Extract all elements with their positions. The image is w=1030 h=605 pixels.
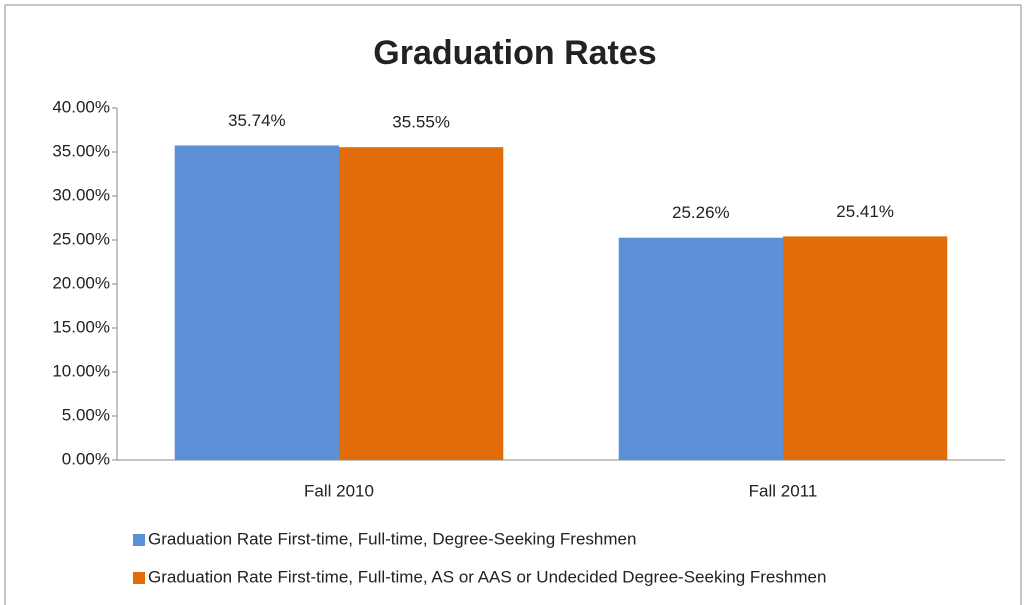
y-tick-label: 40.00% — [52, 97, 110, 116]
legend-label: Graduation Rate First-time, Full-time, D… — [148, 529, 636, 548]
data-label: 25.26% — [672, 203, 730, 222]
data-label: 25.41% — [836, 202, 894, 221]
y-tick-label: 20.00% — [52, 273, 110, 292]
y-tick-label: 0.00% — [62, 449, 110, 468]
bar — [174, 145, 339, 460]
y-tick-label: 35.00% — [52, 141, 110, 160]
legend-label: Graduation Rate First-time, Full-time, A… — [148, 567, 826, 586]
y-tick-label: 25.00% — [52, 229, 110, 248]
y-tick-label: 30.00% — [52, 185, 110, 204]
y-tick-label: 5.00% — [62, 405, 110, 424]
chart-title: Graduation Rates — [373, 34, 656, 72]
bar — [339, 147, 504, 460]
y-tick-label: 10.00% — [52, 361, 110, 380]
data-label: 35.55% — [392, 113, 450, 132]
legend-swatch — [133, 572, 145, 584]
x-tick-label: Fall 2011 — [749, 481, 818, 500]
bar — [618, 237, 783, 460]
x-tick-label: Fall 2010 — [304, 481, 374, 500]
data-label: 35.74% — [228, 111, 286, 130]
y-tick-label: 15.00% — [52, 317, 110, 336]
bar — [783, 236, 948, 460]
legend-swatch — [133, 534, 145, 546]
